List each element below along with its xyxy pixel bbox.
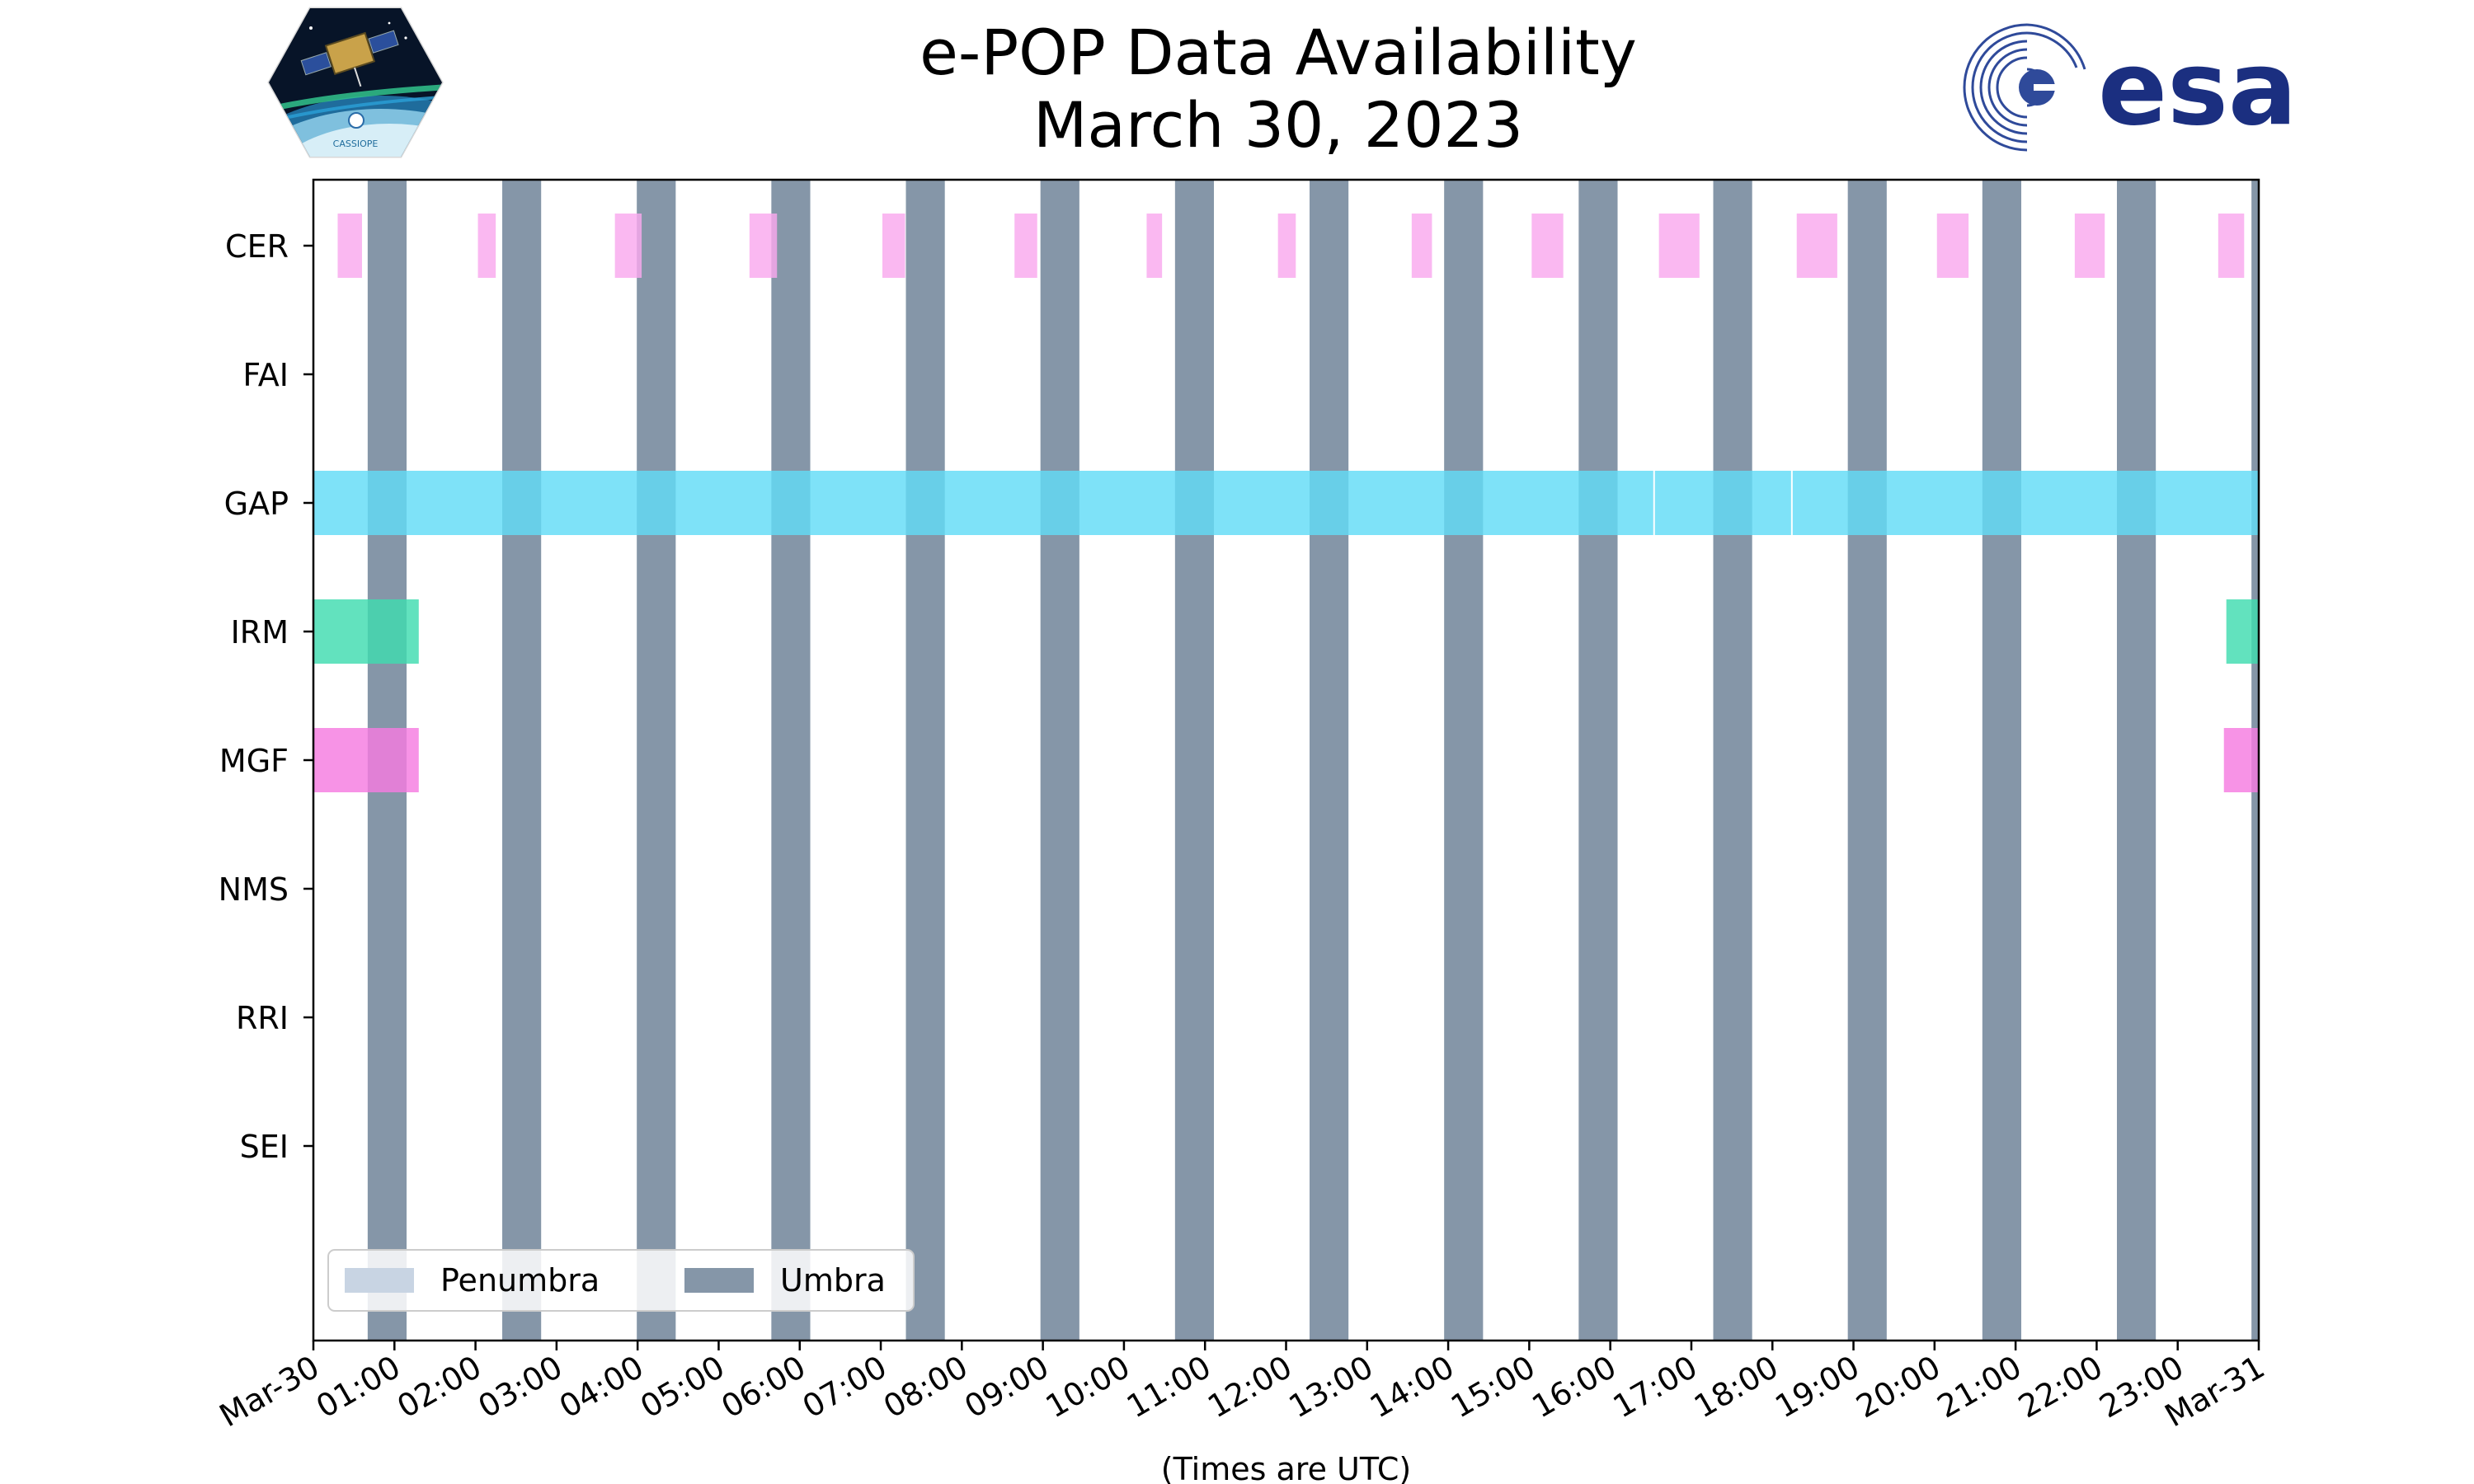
legend-label-penumbra: Penumbra [440,1262,600,1298]
y-tick-label-gap: GAP [224,486,289,522]
x-tick-label-0: Mar-30 [214,1349,326,1435]
x-tick-label-19: 19:00 [1769,1349,1865,1425]
bar-irm-1 [2226,599,2259,664]
x-tick-label-1: 01:00 [310,1349,407,1425]
umbra-band-6 [1174,180,1215,1341]
umbra-band-13 [2116,180,2157,1341]
bar-mgf-0 [313,728,419,792]
esa-logo-text: esa [2098,30,2298,148]
x-tick-label-12: 12:00 [1202,1349,1298,1425]
bar-irm-0 [313,599,419,664]
y-tick-label-cer: CER [225,228,289,265]
umbra-band-7 [1310,180,1349,1341]
esa-logo: esa [1963,18,2298,157]
instrument-bars-layer [313,214,2259,792]
umbra-band-11 [1847,180,1887,1341]
umbra-band-1 [502,180,542,1341]
x-tick-label-6: 06:00 [715,1349,811,1425]
x-axis-label: (Times are UTC) [1161,1451,1411,1484]
x-tick-label-7: 07:00 [797,1349,893,1425]
umbra-band-8 [1444,180,1484,1341]
cassiope-logo: CASSIOPE [267,7,444,158]
y-tick-label-fai: FAI [242,357,289,393]
y-tick-label-sei: SEI [240,1129,289,1165]
x-tick-label-9: 09:00 [958,1349,1055,1425]
legend-label-umbra: Umbra [780,1262,886,1298]
umbra-band-9 [1578,180,1618,1341]
chart-title: e-POP Data Availability March 30, 2023 [0,16,2474,162]
chart-title-line2: March 30, 2023 [1032,88,1524,162]
bar-cer-8 [1411,214,1432,278]
bar-cer-2 [614,214,642,278]
legend: Penumbra Umbra [327,1249,915,1312]
x-tick-label-17: 17:00 [1607,1349,1704,1425]
x-tick-label-14: 14:00 [1364,1349,1460,1425]
x-tick-label-22: 22:00 [2012,1349,2109,1425]
bar-cer-3 [749,214,778,278]
bar-cer-4 [882,214,905,278]
umbra-band-5 [1040,180,1079,1341]
bar-cer-0 [337,214,362,278]
x-tick-label-20: 20:00 [1850,1349,1946,1425]
x-tick-label-2: 02:00 [391,1349,487,1425]
umbra-band-2 [637,180,676,1341]
bar-cer-11 [1796,214,1837,278]
bar-gap-0 [313,471,1653,535]
y-tick-label-mgf: MGF [219,743,289,779]
umbra-band-12 [1982,180,2022,1341]
x-tick-label-3: 03:00 [473,1349,569,1425]
x-tick-label-4: 04:00 [553,1349,650,1425]
bar-cer-10 [1658,214,1700,278]
x-tick-label-21: 21:00 [1931,1349,2028,1425]
bar-cer-14 [2218,214,2245,278]
umbra-band-3 [771,180,811,1341]
legend-swatch-penumbra [345,1268,414,1293]
x-tick-label-18: 18:00 [1688,1349,1785,1425]
x-tick-label-15: 15:00 [1445,1349,1541,1425]
y-tick-label-rri: RRI [236,1000,289,1036]
umbra-layer [367,180,2259,1341]
bar-cer-12 [1936,214,1969,278]
bar-cer-7 [1277,214,1296,278]
bar-cer-6 [1146,214,1163,278]
umbra-band-4 [905,180,945,1341]
legend-box [327,1249,915,1312]
legend-swatch-umbra [684,1268,754,1293]
bar-mgf-1 [2223,728,2259,792]
bar-cer-5 [1014,214,1037,278]
bar-cer-13 [2074,214,2105,278]
chart-title-line1: e-POP Data Availability [920,16,1637,89]
bar-gap-1 [1654,471,1791,535]
x-tick-label-16: 16:00 [1526,1349,1622,1425]
bar-gap-2 [1792,471,2259,535]
umbra-band-10 [1713,180,1752,1341]
x-tick-label-11: 11:00 [1121,1349,1217,1425]
x-tick-label-8: 08:00 [877,1349,974,1425]
y-tick-label-nms: NMS [219,871,289,908]
cassiope-logo-text: CASSIOPE [333,139,379,149]
x-tick-label-5: 05:00 [634,1349,731,1425]
y-tick-label-irm: IRM [231,614,289,650]
x-tick-label-10: 10:00 [1040,1349,1136,1425]
bar-cer-9 [1531,214,1564,278]
plot-frame [312,178,2260,1342]
bar-cer-1 [477,214,496,278]
x-tick-label-13: 13:00 [1282,1349,1379,1425]
